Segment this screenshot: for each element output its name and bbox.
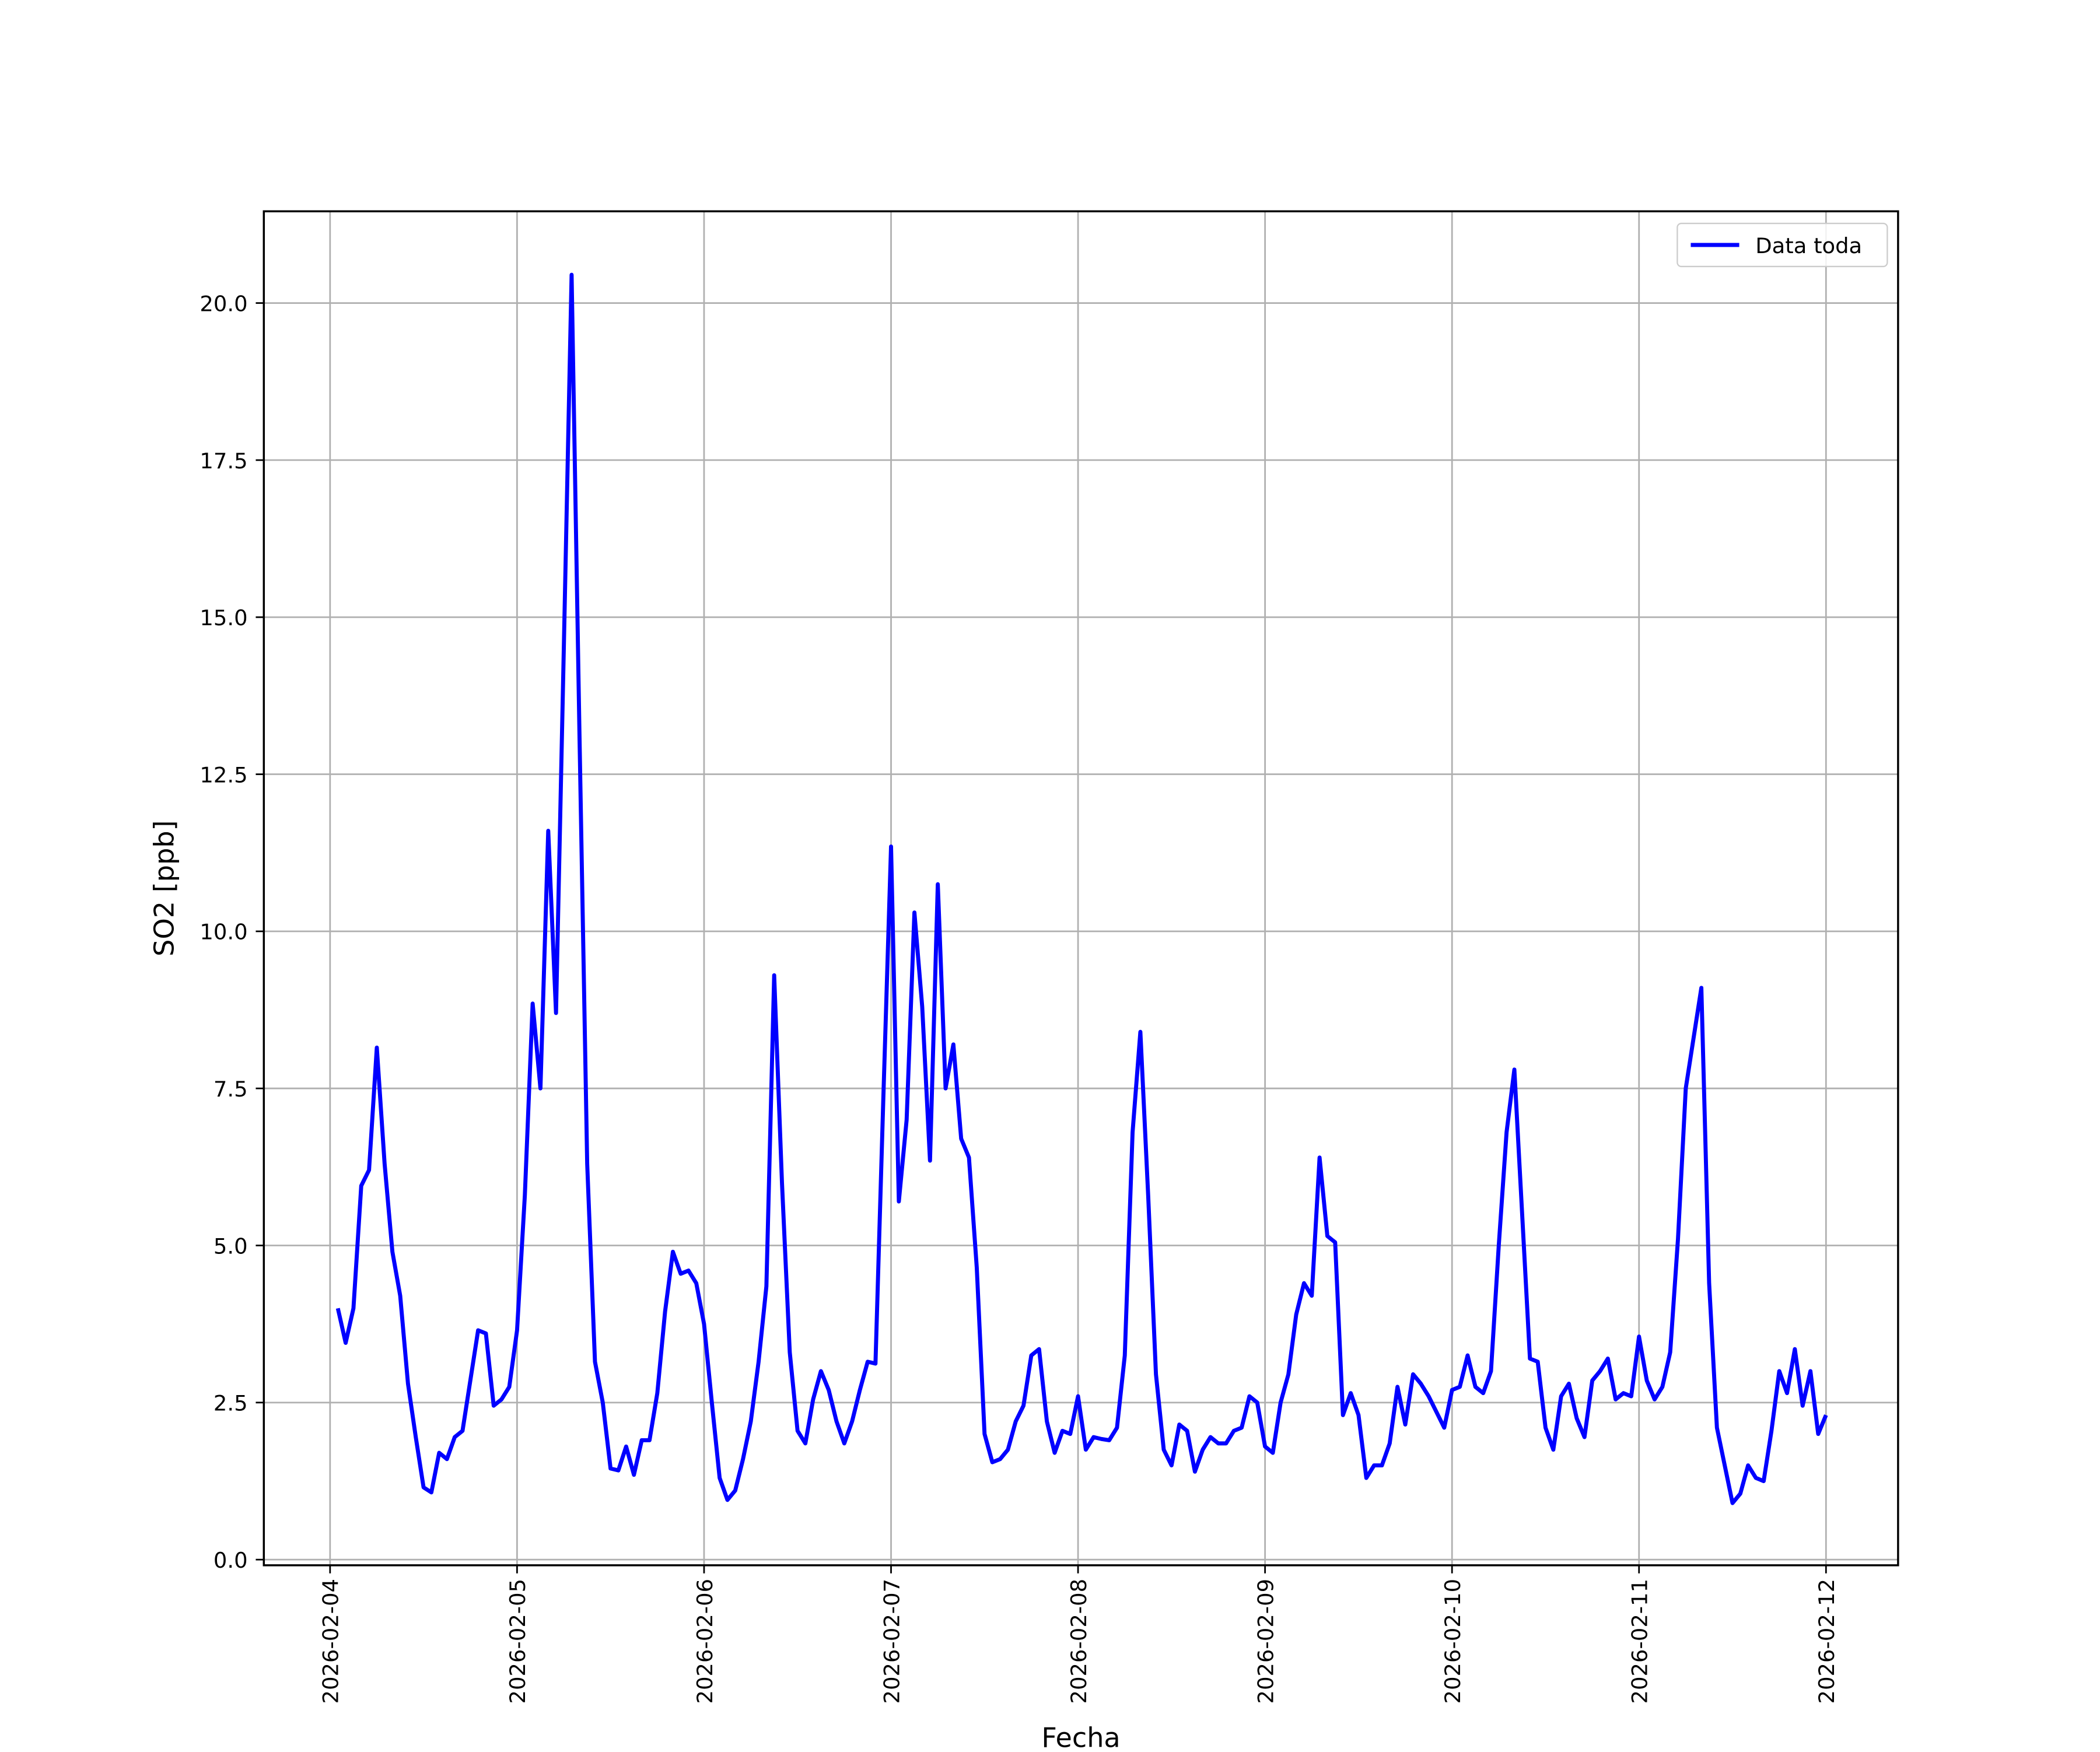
x-tick-label: 2026-02-08	[1066, 1579, 1091, 1704]
y-tick-label: 7.5	[214, 1077, 248, 1102]
data-line	[335, 272, 1828, 1505]
y-tick-label: 15.0	[200, 605, 247, 630]
x-tick-label: 2026-02-07	[879, 1579, 904, 1704]
x-tick-label: 2026-02-12	[1814, 1579, 1839, 1704]
x-tick-label: 2026-02-04	[318, 1579, 344, 1704]
plot-frame	[262, 210, 1899, 1567]
legend-box	[1676, 222, 1888, 268]
y-tick-label: 2.5	[214, 1391, 248, 1416]
y-tick-label: 5.0	[214, 1234, 248, 1259]
y-axis-label: SO2 [ppb]	[149, 820, 180, 956]
y-tick-label: 0.0	[214, 1548, 248, 1573]
x-tick-label: 2026-02-11	[1628, 1579, 1653, 1704]
x-tick-label: 2026-02-10	[1440, 1579, 1465, 1704]
y-tick-label: 17.5	[200, 448, 247, 474]
y-tick-label: 12.5	[200, 762, 247, 787]
x-tick-label: 2026-02-06	[692, 1579, 718, 1704]
y-tick-label: 10.0	[200, 920, 247, 945]
y-tick-label: 20.0	[200, 291, 247, 316]
x-tick-label: 2026-02-05	[505, 1579, 530, 1704]
legend-label: Data toda	[1755, 233, 1862, 258]
x-tick-label: 2026-02-09	[1253, 1579, 1278, 1704]
x-axis-label: Fecha	[1041, 1722, 1120, 1750]
